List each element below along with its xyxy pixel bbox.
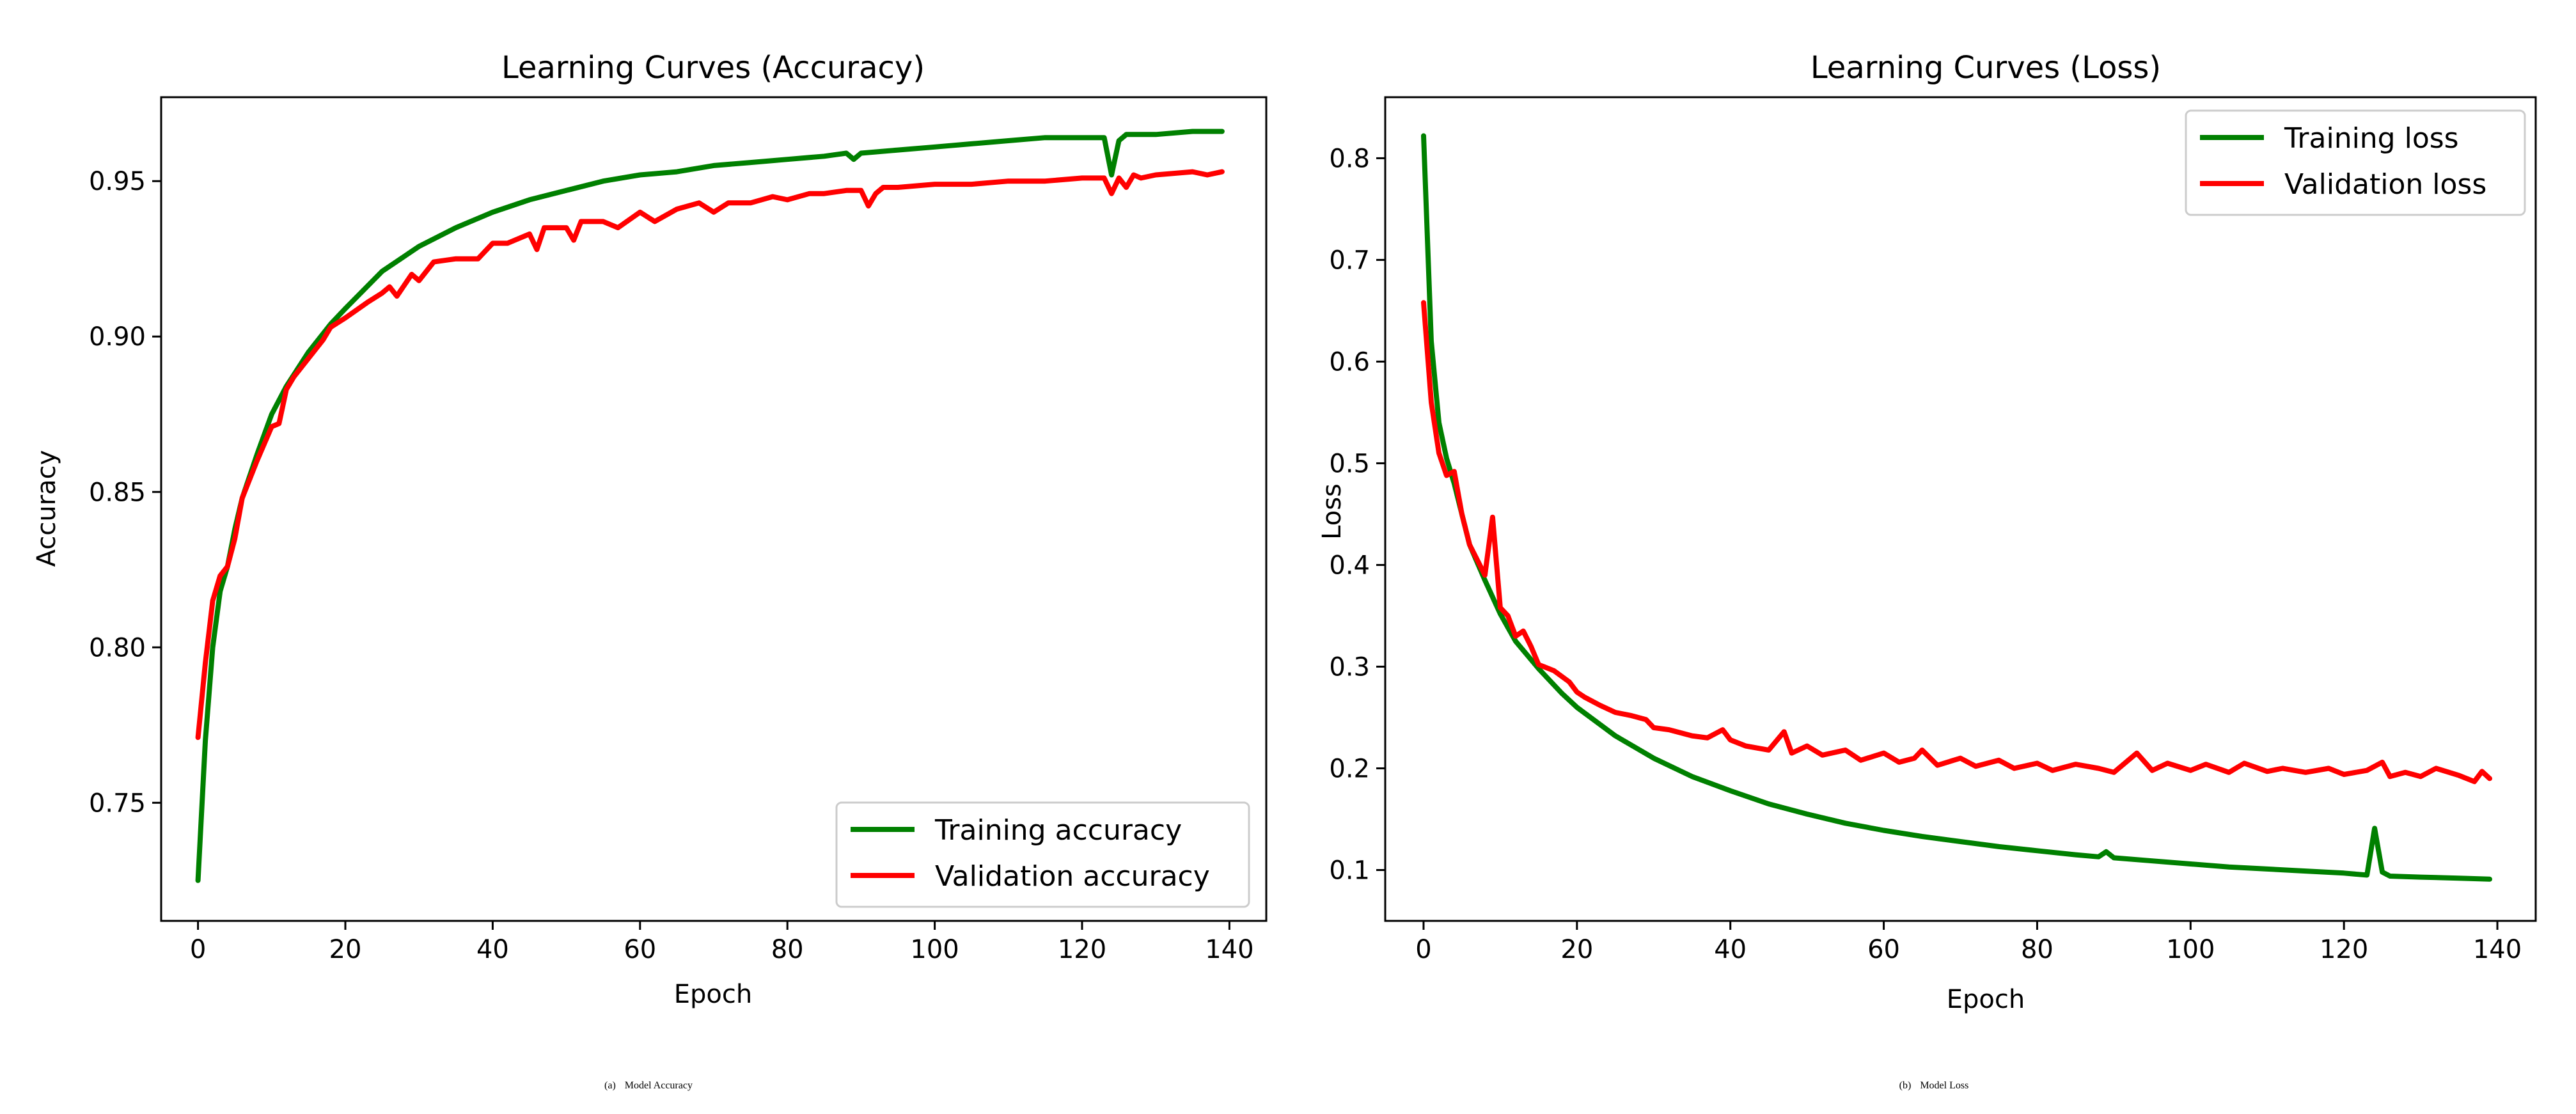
accuracy-caption: (a) Model Accuracy	[604, 1080, 693, 1091]
loss-y-tick-label: 0.1	[1329, 856, 1370, 885]
loss-caption-text: (b) Model Loss	[1899, 1080, 1969, 1091]
loss-axes-frame	[1384, 96, 2537, 922]
accuracy-legend-label-validation: Validation accuracy	[935, 860, 1210, 893]
loss-x-tick-label: 0	[1415, 935, 1431, 964]
accuracy-x-tick-label: 20	[329, 935, 362, 964]
accuracy-y-tick-label: 0.85	[89, 478, 146, 507]
accuracy-caption-text: (a) Model Accuracy	[604, 1080, 693, 1091]
accuracy-x-tick-label: 60	[624, 935, 656, 964]
accuracy-x-tick-label: 120	[1058, 935, 1106, 964]
loss-x-tick-label: 100	[2166, 935, 2215, 964]
accuracy-legend-box	[835, 801, 1250, 908]
loss-x-tick-label: 120	[2320, 935, 2368, 964]
loss-caption: (b) Model Loss	[1899, 1080, 1969, 1091]
loss-legend-label-validation: Validation loss	[2284, 168, 2486, 201]
loss-chart-panel: Learning Curves (Loss) 0 20 40 60 80 100 120 14…	[1317, 50, 2537, 1091]
loss-y-tick-label: 0.2	[1329, 754, 1370, 783]
accuracy-x-axis-label: Epoch	[674, 980, 752, 1009]
loss-legend: Training loss Validation loss	[2185, 109, 2526, 216]
accuracy-x-tick-label: 100	[910, 935, 959, 964]
loss-x-axis-label: Epoch	[1947, 985, 2025, 1014]
loss-y-tick-label: 0.3	[1329, 652, 1370, 682]
loss-y-tick-label: 0.7	[1329, 246, 1370, 275]
loss-x-tick-label: 140	[2473, 935, 2522, 964]
accuracy-plot-area: 0 20 40 60 80 100 120 140 0.75 0.80 0.85 0.90 0.95	[89, 96, 1268, 964]
accuracy-y-axis-label: Accuracy	[32, 450, 61, 567]
loss-y-tick-label: 0.6	[1329, 347, 1370, 377]
accuracy-x-tick-label: 0	[190, 935, 206, 964]
loss-y-tick-label: 0.8	[1329, 144, 1370, 173]
loss-caption-label: Model Loss	[1920, 1080, 1968, 1091]
loss-plot-area: 0 20 40 60 80 100 120 140 0.1 0.2 0.3 0.4 0.5 0.6 0.7 0…	[1329, 96, 2537, 964]
accuracy-x-tick-label: 40	[476, 935, 509, 964]
accuracy-x-tick-label: 140	[1205, 935, 1253, 964]
loss-series-validation-loss	[1421, 300, 2492, 785]
accuracy-axes-frame	[160, 96, 1268, 922]
loss-legend-label-training: Training loss	[2284, 122, 2459, 155]
accuracy-legend: Training accuracy Validation accuracy	[835, 801, 1250, 908]
loss-x-tick-label: 20	[1560, 935, 1593, 964]
accuracy-y-tick-label: 0.95	[89, 167, 146, 196]
loss-y-tick-label: 0.4	[1329, 551, 1370, 580]
loss-chart-title: Learning Curves (Loss)	[1810, 50, 2161, 86]
loss-caption-letter: (b)	[1899, 1080, 1912, 1091]
accuracy-y-tick-label: 0.90	[89, 322, 146, 352]
accuracy-series-validation-accuracy	[195, 169, 1225, 741]
loss-x-tick-label: 60	[1867, 935, 1900, 964]
accuracy-chart-panel: Learning Curves (Accuracy) 0 20 40 60 80 100 1…	[32, 50, 1268, 1091]
loss-y-tick-label: 0.5	[1329, 449, 1370, 478]
accuracy-y-tick-label: 0.75	[89, 788, 146, 818]
loss-y-axis-label: Loss	[1317, 483, 1347, 540]
accuracy-chart-title: Learning Curves (Accuracy)	[501, 50, 925, 86]
accuracy-series-training-accuracy	[195, 129, 1225, 883]
accuracy-x-tick-label: 80	[771, 935, 804, 964]
loss-legend-box	[2185, 109, 2526, 216]
accuracy-caption-letter: (a)	[604, 1080, 616, 1091]
accuracy-y-tick-label: 0.80	[89, 633, 146, 663]
accuracy-legend-label-training: Training accuracy	[934, 814, 1182, 847]
loss-x-tick-label: 40	[1714, 935, 1747, 964]
loss-x-tick-label: 80	[2021, 935, 2054, 964]
accuracy-caption-label: Model Accuracy	[625, 1080, 693, 1091]
